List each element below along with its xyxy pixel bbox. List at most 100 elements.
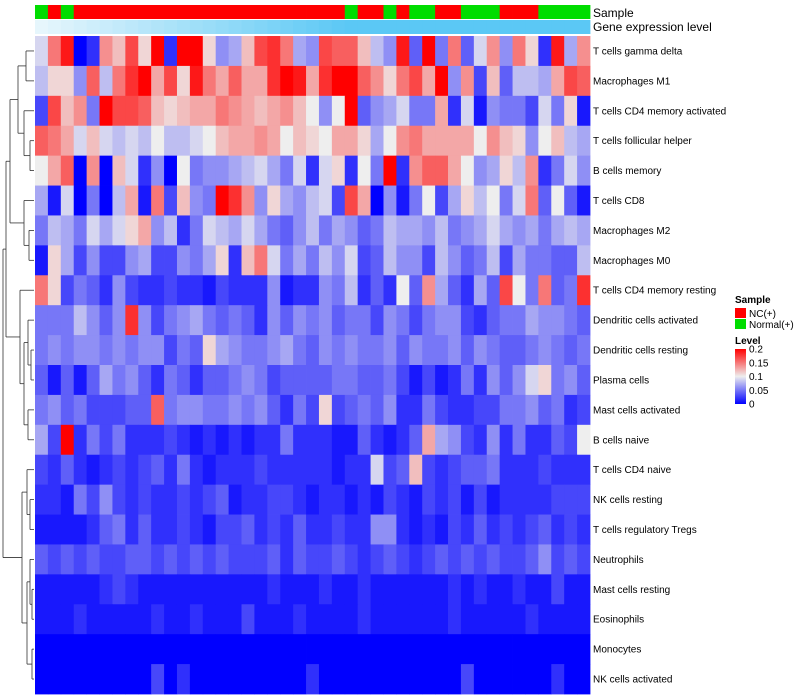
heatmap-cell <box>435 125 449 157</box>
heatmap-cell <box>241 544 255 575</box>
heatmap-cell <box>202 155 217 186</box>
heatmap-cell <box>357 95 371 127</box>
gene-annotation-cell <box>525 20 539 34</box>
heatmap-cell <box>499 155 513 186</box>
heatmap-cell <box>525 634 539 665</box>
heatmap-cell <box>331 185 346 216</box>
heatmap-cell <box>486 574 501 605</box>
heatmap-cell <box>396 215 410 246</box>
heatmap-cell <box>267 634 281 665</box>
heatmap-cell <box>435 394 449 426</box>
heatmap-cell <box>125 65 139 97</box>
heatmap-cell <box>512 36 526 67</box>
heatmap-cell <box>47 125 62 157</box>
heatmap-cell <box>460 394 475 426</box>
heatmap-cell <box>486 95 501 127</box>
heatmap-cell <box>176 664 191 695</box>
heatmap-cell <box>564 454 578 486</box>
heatmap-cell <box>331 215 346 246</box>
gene-annotation-cell <box>241 20 255 34</box>
heatmap-cell <box>564 574 578 605</box>
heatmap-cell <box>151 275 165 306</box>
heatmap-cell <box>241 514 255 545</box>
heatmap-cell <box>99 484 113 515</box>
sample-annotation-cell <box>86 5 100 19</box>
heatmap-cell <box>357 365 371 396</box>
heatmap-cell <box>215 335 230 366</box>
heatmap-cell <box>254 394 268 426</box>
heatmap-cell <box>306 155 320 186</box>
heatmap-cell <box>293 125 307 157</box>
heatmap-cell <box>47 215 62 246</box>
heatmap-cell <box>499 305 513 336</box>
heatmap-cell <box>577 514 591 545</box>
heatmap-cell <box>331 275 346 306</box>
heatmap-cell <box>306 125 320 157</box>
heatmap-cell <box>202 574 217 605</box>
heatmap-cell <box>551 484 565 515</box>
heatmap-cell <box>512 544 526 575</box>
heatmap-cell <box>357 125 371 157</box>
legend-level-tick: 0.2 <box>749 345 763 356</box>
heatmap-cell <box>138 544 152 575</box>
gene-annotation-cell <box>164 20 178 34</box>
heatmap-cell <box>112 484 126 515</box>
heatmap-cell <box>435 36 449 67</box>
heatmap-cell <box>499 484 513 515</box>
gene-annotation-cell <box>280 20 294 34</box>
heatmap-cell <box>538 365 552 396</box>
heatmap-cell <box>254 634 268 665</box>
heatmap-cell <box>460 275 475 306</box>
heatmap-cell <box>331 634 346 665</box>
heatmap-cell <box>564 514 578 545</box>
heatmap-cell <box>409 36 423 67</box>
heatmap-cell <box>370 36 384 67</box>
heatmap-cell <box>99 65 113 97</box>
heatmap-cell <box>538 245 552 276</box>
heatmap-cell <box>370 245 384 276</box>
heatmap-cell <box>86 424 100 456</box>
heatmap-cell <box>176 245 191 276</box>
heatmap-cell <box>176 155 191 186</box>
heatmap-cell <box>267 544 281 575</box>
heatmap-cell <box>215 125 230 157</box>
heatmap-cell <box>525 335 539 366</box>
heatmap-cell <box>189 245 204 276</box>
row-label: Macrophages M1 <box>593 76 671 87</box>
heatmap-cell <box>151 664 165 695</box>
heatmap-cell <box>512 394 526 426</box>
gene-annotation-cell <box>448 20 462 34</box>
heatmap-cell <box>306 305 320 336</box>
heatmap-cell <box>357 245 371 276</box>
heatmap-cell <box>435 65 449 97</box>
heatmap-cell <box>47 365 62 396</box>
heatmap-cell <box>47 95 62 127</box>
sample-annotation-cell <box>47 5 62 19</box>
heatmap-cell <box>435 664 449 695</box>
sample-annotation-cell <box>409 5 423 19</box>
heatmap-cell <box>370 185 384 216</box>
heatmap-cell <box>47 514 62 545</box>
row-labels: T cells gamma delta Macrophages M1 T cells… <box>593 47 726 686</box>
heatmap-cell <box>344 65 359 97</box>
sample-annotation-cell <box>499 5 513 19</box>
sample-annotation-cell <box>189 5 204 19</box>
sample-annotation-cell <box>486 5 501 19</box>
heatmap-cell <box>525 574 539 605</box>
heatmap-cell <box>577 275 591 306</box>
heatmap-cell <box>189 664 204 695</box>
heatmap-cell <box>176 604 191 635</box>
heatmap-cell <box>228 215 242 246</box>
heatmap-cell <box>448 155 462 186</box>
heatmap-cell <box>151 634 165 665</box>
heatmap-cell <box>267 95 281 127</box>
heatmap-cell <box>35 484 49 515</box>
heatmap-cell <box>525 125 539 157</box>
heatmap-cell <box>99 95 113 127</box>
heatmap-cell <box>151 604 165 635</box>
heatmap-cell <box>202 95 217 127</box>
heatmap-cell <box>499 634 513 665</box>
heatmap-cell <box>357 574 371 605</box>
heatmap-cell <box>73 335 88 366</box>
heatmap-cell <box>112 95 126 127</box>
